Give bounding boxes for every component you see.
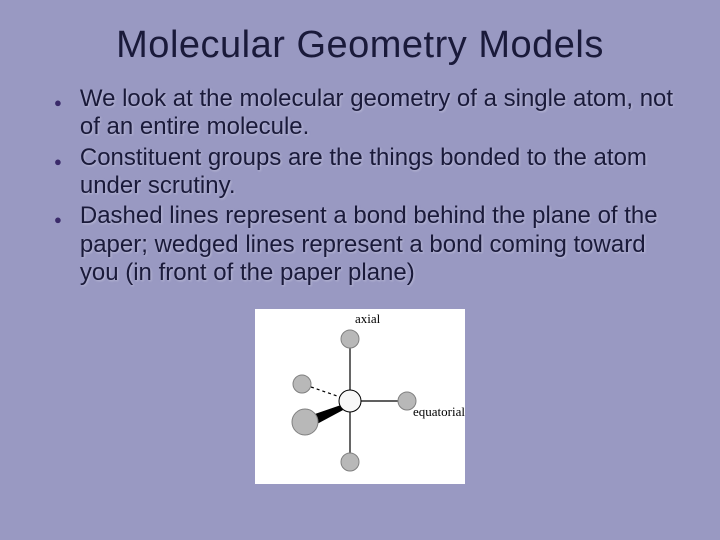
- atom-eq-back: [293, 375, 311, 393]
- label-equatorial: equatorial: [413, 404, 465, 419]
- bond-dashed-back: [311, 387, 340, 397]
- slide-title: Molecular Geometry Models: [0, 0, 720, 85]
- atom-eq-front: [292, 409, 318, 435]
- bullet-item: ● We look at the molecular geometry of a…: [54, 85, 690, 142]
- bullet-item: ● Constituent groups are the things bond…: [54, 144, 690, 201]
- bullet-list: ● We look at the molecular geometry of a…: [0, 85, 720, 287]
- bullet-dot-icon: ●: [54, 154, 62, 169]
- label-axial: axial: [355, 311, 381, 326]
- atom-center: [339, 390, 361, 412]
- bullet-text: Constituent groups are the things bonded…: [80, 144, 690, 201]
- atom-axial-top: [341, 330, 359, 348]
- bullet-text: Dashed lines represent a bond behind the…: [80, 202, 690, 287]
- bullet-dot-icon: ●: [54, 95, 62, 110]
- bullet-text: We look at the molecular geometry of a s…: [80, 85, 690, 142]
- bullet-dot-icon: ●: [54, 212, 62, 227]
- diagram-svg: axial equatorial: [255, 309, 465, 484]
- atom-axial-bottom: [341, 453, 359, 471]
- bullet-item: ● Dashed lines represent a bond behind t…: [54, 202, 690, 287]
- molecular-diagram: axial equatorial: [255, 309, 465, 484]
- diagram-container: axial equatorial: [0, 309, 720, 484]
